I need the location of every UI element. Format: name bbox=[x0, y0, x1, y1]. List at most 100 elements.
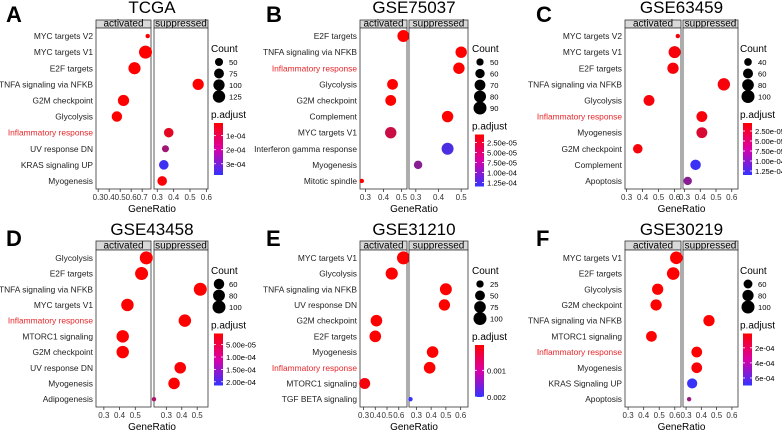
x-tick-label: 0.3 bbox=[98, 411, 110, 420]
facet-suppressed: suppressed 0.3 0.4 0.5 bbox=[151, 241, 209, 420]
x-tick-label: 0.3 bbox=[410, 193, 422, 202]
chart-title: TCGA bbox=[128, 0, 176, 17]
size-legend-title: Count bbox=[740, 266, 767, 277]
size-legend-dot bbox=[744, 58, 752, 66]
data-point bbox=[163, 127, 174, 138]
facet-frame bbox=[359, 27, 408, 190]
data-point bbox=[359, 377, 371, 389]
color-legend-title: p.adjust bbox=[211, 321, 246, 332]
x-tick-label: 0.5 bbox=[710, 193, 722, 202]
data-point bbox=[174, 361, 186, 374]
x-tick-label: 0.3 bbox=[358, 411, 370, 420]
y-tick-label: Glycolysis bbox=[55, 112, 93, 122]
y-tick-label: E2F targets bbox=[579, 269, 622, 279]
color-legend-label: 3e-04 bbox=[226, 160, 245, 169]
data-point bbox=[423, 361, 436, 374]
chart-title: GSE31210 bbox=[372, 220, 455, 239]
x-tick-label: 0.4 bbox=[696, 411, 708, 420]
panel-letter: B bbox=[266, 2, 282, 27]
data-point bbox=[668, 46, 681, 59]
y-tick-label: Complement bbox=[575, 160, 623, 170]
size-legend-dot bbox=[212, 90, 226, 103]
data-point bbox=[168, 377, 180, 390]
data-point bbox=[691, 362, 703, 374]
data-point bbox=[646, 330, 657, 342]
x-tick-label: 0.6 bbox=[669, 411, 681, 420]
y-tick-label: Inflammatory response bbox=[272, 63, 358, 73]
color-legend-title: p.adjust bbox=[472, 122, 507, 133]
y-tick-label: TGF BETA signaling bbox=[282, 394, 358, 404]
y-tick-label: Complement bbox=[310, 112, 358, 122]
data-point bbox=[675, 33, 680, 39]
x-tick-label: 0.3 bbox=[411, 411, 423, 420]
x-tick-label: 0.5 bbox=[115, 193, 127, 202]
x-tick-label: 0.3 bbox=[679, 193, 691, 202]
data-point bbox=[193, 282, 207, 296]
y-tick-label: Inflammatory response bbox=[272, 363, 358, 373]
size-legend-label: 100 bbox=[758, 303, 771, 312]
data-point bbox=[161, 145, 169, 153]
y-tick-label: G2M checkpoint bbox=[561, 300, 622, 310]
data-point bbox=[441, 142, 454, 155]
size-legend-label: 75 bbox=[490, 303, 498, 312]
facet-activated: activated 0.3 0.4 0.5 0.6 bbox=[623, 241, 683, 420]
size-legend-label: 100 bbox=[758, 93, 771, 102]
panel-letter: A bbox=[6, 2, 22, 27]
size-legend-label: 80 bbox=[490, 93, 498, 102]
size-legend-title: Count bbox=[472, 266, 499, 277]
y-tick-label: UV response DN bbox=[30, 144, 93, 154]
y-tick-label: KRAS signaling UP bbox=[21, 160, 94, 170]
chart-panel-f: F GSE30219 MYC targets V1 E2F targets Glycol… bbox=[528, 220, 775, 433]
data-point bbox=[690, 159, 701, 171]
y-tick-label: Interferon gamma response bbox=[254, 144, 357, 154]
data-point bbox=[696, 127, 708, 139]
y-tick-label: MTORC1 signaling bbox=[286, 378, 357, 388]
facet-strip-label: suppressed bbox=[155, 241, 207, 252]
y-tick-label: Apoptosis bbox=[585, 394, 622, 404]
y-tick-label: MTORC1 signaling bbox=[22, 331, 93, 341]
facet-activated: activated 0.3 0.4 0.5 bbox=[95, 241, 153, 420]
y-tick-label: Inflammatory response bbox=[8, 316, 94, 326]
data-point bbox=[116, 345, 129, 359]
size-legend-title: Count bbox=[472, 44, 499, 55]
data-point bbox=[666, 267, 680, 280]
size-legend-label: 70 bbox=[490, 81, 498, 90]
data-point bbox=[121, 298, 134, 312]
y-tick-label: Inflammatory response bbox=[8, 128, 94, 138]
size-legend-label: 40 bbox=[758, 58, 766, 67]
size-legend-dot bbox=[212, 300, 226, 314]
y-tick-label: MYC targets V1 bbox=[298, 253, 357, 263]
color-legend-bar bbox=[475, 345, 484, 397]
color-legend-label: 2.50e-05 bbox=[755, 127, 782, 136]
y-tick-label: E2F targets bbox=[314, 331, 357, 341]
color-legend-label: 0.001 bbox=[487, 366, 506, 375]
facet-activated: activated 0.3 0.4 0.5 0.6 0.7 bbox=[93, 19, 152, 202]
x-axis-label: GeneRatio bbox=[658, 204, 706, 215]
size-legend-dot bbox=[473, 312, 487, 325]
x-tick-label: 0.6 bbox=[669, 193, 681, 202]
size-legend-dot bbox=[743, 279, 753, 289]
y-tick-label: UV response DN bbox=[30, 363, 93, 373]
facet-activated: activated 0.3 0.4 0.5 bbox=[359, 19, 410, 202]
data-point bbox=[370, 314, 383, 327]
data-point bbox=[696, 111, 708, 123]
x-tick-label: 0.3 bbox=[152, 193, 164, 202]
y-tick-label: Myogenesis bbox=[48, 378, 93, 388]
y-tick-label: MYC targets V1 bbox=[563, 47, 622, 57]
size-legend-label: 60 bbox=[758, 280, 766, 289]
y-tick-label: Myogenesis bbox=[577, 363, 622, 373]
x-axis-label: GeneRatio bbox=[390, 422, 438, 433]
color-legend-label: 2e-04 bbox=[226, 146, 245, 155]
data-point bbox=[408, 396, 413, 402]
color-legend-label: 1.00e-04 bbox=[487, 169, 517, 178]
x-tick-label: 0.5 bbox=[653, 193, 665, 202]
x-tick-label: 0.5 bbox=[456, 193, 468, 202]
y-tick-label: UV response DN bbox=[294, 300, 357, 310]
chart-panel-d: D GSE43458 Glycolysis E2F targets TNFA signa… bbox=[0, 220, 256, 433]
size-legend-dot bbox=[474, 90, 486, 103]
y-tick-label: MYC targets V1 bbox=[34, 47, 93, 57]
facet-frame bbox=[153, 249, 209, 408]
size-legend-label: 50 bbox=[229, 58, 237, 67]
y-tick-label: MTORC1 signaling bbox=[551, 331, 622, 341]
x-tick-label: 0.4 bbox=[378, 193, 390, 202]
